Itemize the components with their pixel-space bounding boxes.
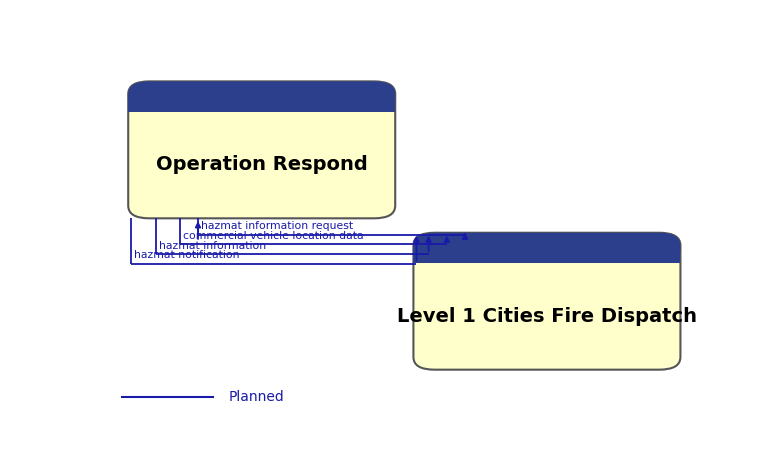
Bar (128, 95, 395, 111)
Text: Planned: Planned (229, 390, 284, 404)
Text: Operation Respond: Operation Respond (156, 155, 367, 175)
Text: commercial vehicle location data: commercial vehicle location data (183, 231, 363, 241)
FancyBboxPatch shape (413, 233, 680, 370)
FancyBboxPatch shape (128, 81, 395, 111)
Text: hazmat notification: hazmat notification (135, 250, 240, 261)
Bar (413, 246, 680, 263)
Text: hazmat information: hazmat information (158, 241, 265, 251)
Text: Level 1 Cities Fire Dispatch: Level 1 Cities Fire Dispatch (397, 307, 697, 326)
FancyBboxPatch shape (128, 81, 395, 218)
FancyBboxPatch shape (413, 233, 680, 263)
Text: hazmat information request: hazmat information request (201, 221, 353, 231)
